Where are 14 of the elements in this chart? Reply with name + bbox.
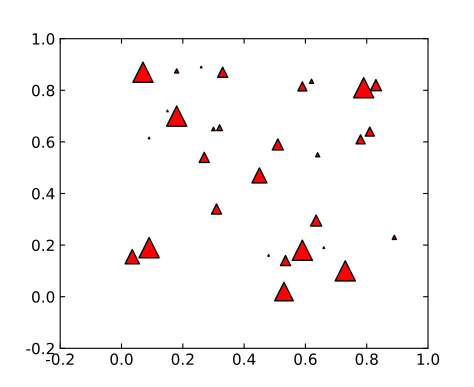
x-tick-label: 1.0 <box>418 353 440 365</box>
y-tick-label: 0.0 <box>32 291 54 303</box>
y-tick-label: 0.4 <box>32 188 54 200</box>
y-tick-label: 0.8 <box>32 84 54 96</box>
x-tick-label: 0.8 <box>356 353 378 365</box>
x-tick-label: 0.4 <box>232 353 256 365</box>
x-tick-label: 0.6 <box>294 353 317 365</box>
x-tick-label: -0.2 <box>46 353 74 365</box>
y-tick-label: -0.2 <box>26 342 54 354</box>
y-tick-label: 0.6 <box>32 136 54 148</box>
y-tick-label: 0.2 <box>32 240 54 252</box>
y-tick-label: 1.0 <box>32 33 54 45</box>
x-tick-label: 0.0 <box>110 353 133 365</box>
x-tick-label: 0.2 <box>172 353 194 365</box>
